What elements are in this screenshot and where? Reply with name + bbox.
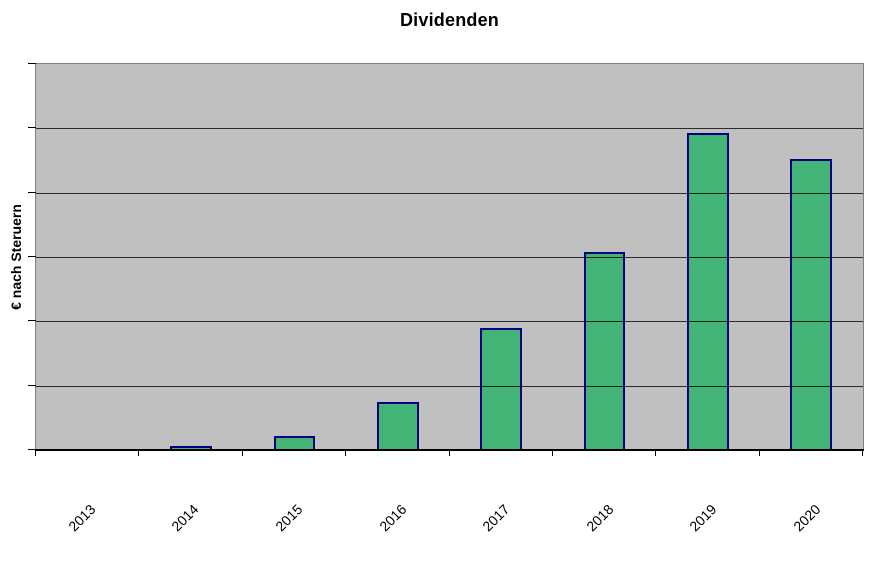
x-axis-tick	[655, 450, 657, 456]
bar-2014	[170, 446, 212, 450]
x-axis-label-2019: 2019	[686, 501, 720, 535]
x-axis-tick	[35, 450, 36, 456]
gridline	[36, 192, 863, 194]
bar-cell-2014	[139, 64, 242, 450]
y-axis-tick	[28, 384, 36, 386]
x-axis-tick	[138, 450, 140, 456]
bar-cell-2020	[760, 64, 863, 450]
bar-2015	[273, 435, 316, 450]
y-axis-tick	[28, 191, 36, 193]
x-axis-label-2014: 2014	[168, 501, 202, 535]
plot-area	[28, 63, 864, 456]
y-axis-tick	[28, 449, 36, 450]
x-axis-label-2015: 2015	[272, 501, 306, 535]
y-axis-label: € nach Steruern	[8, 204, 24, 310]
y-axis-tick	[28, 63, 36, 64]
bar-cell-2018	[553, 64, 656, 450]
bar-cell-2017	[450, 64, 553, 450]
bar-series	[36, 64, 863, 450]
x-axis-label-2013: 2013	[64, 501, 99, 535]
bar-2017	[480, 328, 523, 450]
y-axis-tick	[28, 127, 36, 129]
chart-title: Dividenden	[399, 10, 499, 30]
bar-cell-2015	[243, 64, 346, 450]
x-axis-tick	[862, 450, 863, 456]
x-axis-tick	[551, 450, 553, 456]
x-axis-tick	[345, 450, 347, 456]
y-axis-tick	[28, 320, 36, 322]
bar-cell-2019	[656, 64, 759, 450]
x-axis-tick	[758, 450, 760, 456]
x-axis-tick	[448, 450, 450, 456]
x-axis-label-2016: 2016	[375, 501, 410, 535]
bar-2019	[687, 133, 729, 450]
bar-2018	[583, 251, 626, 450]
x-axis-labels: 2013 2014 2015 2016 2017 2018 2019 2020	[35, 451, 864, 561]
x-axis-label-2020: 2020	[790, 501, 824, 535]
gridline	[36, 257, 863, 258]
bar-2020	[790, 159, 833, 450]
x-axis-tick	[241, 450, 243, 456]
gridline	[36, 385, 863, 387]
x-axis-line	[35, 449, 864, 451]
gridline	[36, 128, 863, 130]
y-axis-tick	[28, 256, 36, 257]
bar-cell-2016	[346, 64, 449, 450]
x-axis-label-2018: 2018	[582, 501, 617, 535]
x-axis-label-2017: 2017	[479, 501, 513, 535]
bar-2016	[376, 402, 419, 450]
gridline	[36, 321, 863, 323]
